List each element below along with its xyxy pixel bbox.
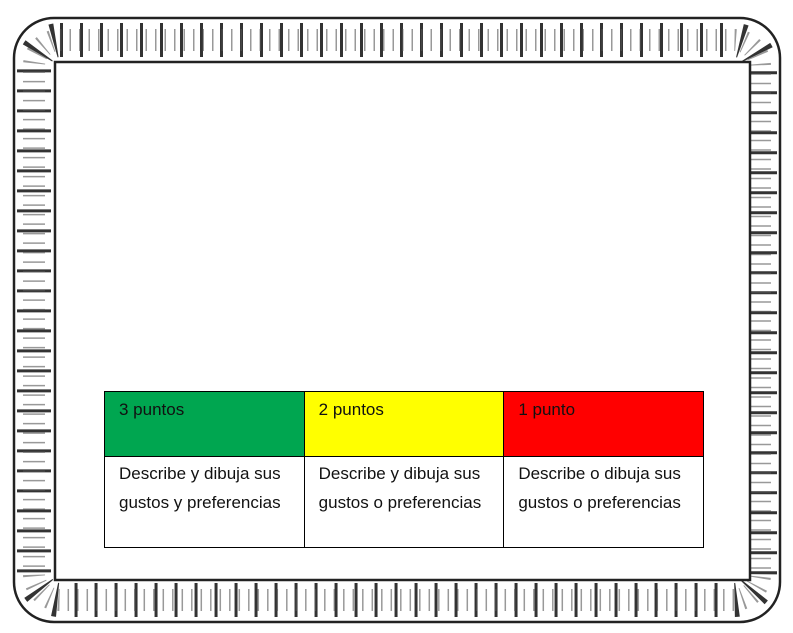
header-cell: 3 puntos <box>104 391 305 457</box>
body-cell: Describe y dibuja sus gustos y preferenc… <box>104 456 305 548</box>
header-cell: 2 puntos <box>303 391 505 457</box>
header-row: 3 puntos 2 puntos 1 punto <box>104 391 704 457</box>
header-cell: 1 punto <box>503 391 704 457</box>
rubric-table: 3 puntos 2 puntos 1 punto Describe y dib… <box>104 391 704 548</box>
body-cell: Describe o dibuja sus gustos o preferenc… <box>503 456 704 548</box>
body-row: Describe y dibuja sus gustos y preferenc… <box>104 456 704 548</box>
frame-outer <box>12 16 782 624</box>
body-cell: Describe y dibuja sus gustos o preferenc… <box>303 456 505 548</box>
frame-scallops <box>17 23 777 617</box>
